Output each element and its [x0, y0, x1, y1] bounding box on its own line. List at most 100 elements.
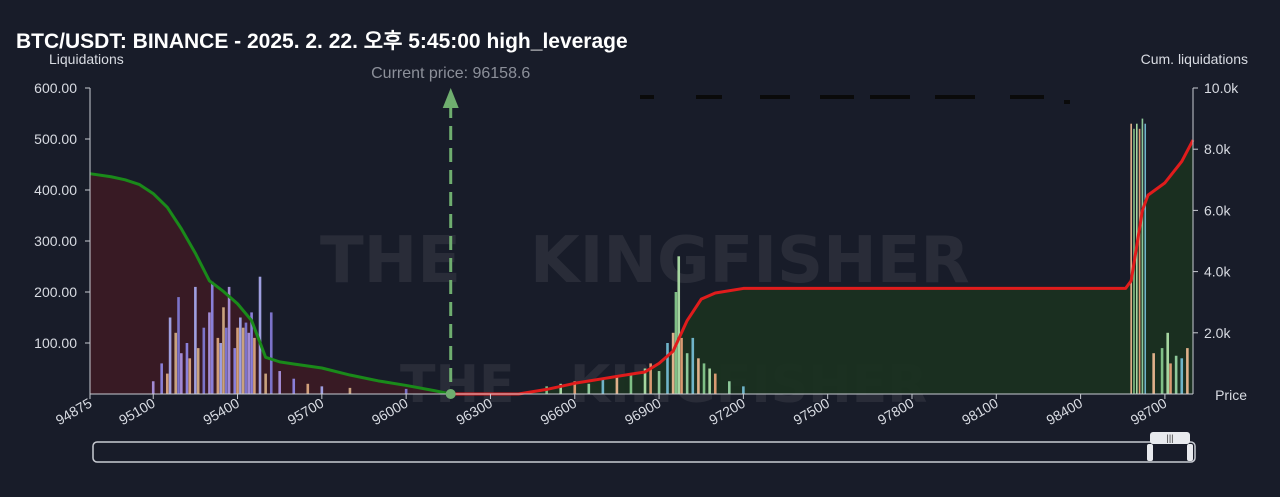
- liquidation-bar: [728, 381, 731, 394]
- y-right-tick-label: 10.0k: [1204, 80, 1239, 96]
- liquidation-bar: [559, 383, 563, 394]
- liquidation-bar: [666, 343, 669, 394]
- liquidation-bar: [680, 337, 683, 394]
- liquidation-bar: [708, 368, 711, 394]
- y-left-tick-label: 300.00: [34, 233, 77, 249]
- liquidation-bar: [404, 388, 408, 394]
- top-decoration: [640, 95, 1070, 104]
- x-tick-label: 95400: [200, 395, 242, 428]
- liquidation-bar: [258, 276, 262, 394]
- chart-title: BTC/USDT: BINANCE - 2025. 2. 22. 오후 5:45…: [16, 29, 628, 53]
- liquidation-bar: [196, 348, 200, 394]
- liquidation-bar: [685, 353, 689, 394]
- current-price-dot: [445, 389, 456, 399]
- x-tick-label: 96600: [538, 395, 580, 428]
- liquidation-bar: [253, 337, 256, 394]
- y-right-tick-label: 2.0k: [1204, 325, 1231, 341]
- y-left-tick-label: 100.00: [34, 335, 77, 351]
- y-right-axis-title: Cum. liquidations: [1141, 51, 1248, 67]
- liquidation-bar: [677, 256, 681, 394]
- short-cum-line: [89, 172, 451, 396]
- x-tick-label: 98100: [959, 395, 1001, 428]
- liquidation-bar: [697, 358, 700, 394]
- liquidation-bar: [241, 327, 245, 394]
- liquidation-bar: [1138, 128, 1141, 395]
- liquidation-bar: [264, 373, 267, 394]
- y-right-tick-label: 6.0k: [1204, 202, 1231, 218]
- liquidation-bar: [1186, 348, 1189, 394]
- liquidation-bar: [168, 317, 172, 394]
- liquidation-bar: [216, 337, 220, 394]
- liquidation-bar: [629, 373, 633, 394]
- scrollbar-track[interactable]: [92, 441, 1196, 463]
- liquidation-bar: [1160, 348, 1164, 394]
- liquidation-bar: [306, 383, 310, 394]
- y-left-tick-label: 600.00: [34, 80, 77, 96]
- y-right-tick-label: 4.0k: [1204, 264, 1231, 280]
- current-price-marker: Current price: 96158.6: [371, 65, 530, 399]
- liquidation-bar: [222, 307, 225, 394]
- range-scrollbar[interactable]: |||: [92, 432, 1196, 463]
- liquidation-bar: [587, 383, 591, 394]
- watermark-text-top-2: KINGFISHER: [530, 224, 970, 298]
- liquidation-bar: [160, 363, 163, 394]
- x-tick-label: 98700: [1128, 395, 1170, 428]
- liquidation-bar: [671, 332, 675, 394]
- liquidation-bar: [174, 332, 178, 394]
- liquidation-bar: [1166, 332, 1170, 394]
- long-cum-area: [450, 140, 1194, 394]
- liquidation-bar: [573, 381, 577, 394]
- liquidation-bar: [1169, 363, 1172, 394]
- x-tick-label: 96000: [369, 395, 411, 428]
- watermark-text-bottom: THE: [400, 355, 515, 415]
- scrollbar-grip[interactable]: [1150, 432, 1190, 444]
- scrollbar-grip-icon: |||: [1166, 433, 1173, 443]
- liquidation-bar: [649, 363, 652, 394]
- liquidation-bar: [269, 312, 273, 394]
- y-left-tick-label: 400.00: [34, 182, 77, 198]
- liquidation-bar: [713, 373, 717, 394]
- scrollbar-left-handle[interactable]: [1147, 444, 1153, 461]
- liquidation-bar: [194, 286, 197, 394]
- liquidation-bar: [185, 343, 189, 394]
- liquidation-bar: [244, 322, 248, 394]
- liquidation-bar: [202, 327, 206, 394]
- liquidation-bar: [247, 332, 251, 394]
- liquidation-bar: [239, 317, 242, 394]
- scrollbar-right-handle[interactable]: [1187, 444, 1193, 461]
- y-left-tick-label: 200.00: [34, 284, 77, 300]
- liquidation-bar: [250, 312, 253, 394]
- liquidation-bar: [219, 343, 222, 394]
- liquidation-bar: [177, 297, 180, 394]
- current-price-arrow-icon: [442, 88, 459, 108]
- liquidation-bar: [233, 348, 237, 394]
- x-tick-label: 94875: [53, 395, 95, 428]
- liquidation-bar: [1152, 353, 1155, 394]
- liquidation-bar: [702, 363, 706, 394]
- liquidation-bar: [151, 381, 155, 394]
- x-tick-label: 98400: [1043, 395, 1085, 428]
- liquidation-bar: [615, 376, 619, 394]
- liquidation-bar: [180, 353, 183, 394]
- current-price-label: Current price: 96158.6: [371, 65, 530, 82]
- liquidation-bar: [210, 281, 214, 394]
- liquidation-bar: [742, 386, 745, 394]
- y-left-tick-label: 500.00: [34, 131, 77, 147]
- liquidation-bar: [236, 327, 239, 394]
- liquidation-bar: [1174, 355, 1178, 394]
- liquidation-bar: [1144, 123, 1147, 394]
- x-tick-label: 95100: [116, 395, 158, 428]
- long-cum-line: [450, 139, 1195, 396]
- x-axis-title: Price: [1215, 387, 1247, 403]
- y-right-tick-label: 8.0k: [1204, 141, 1231, 157]
- liquidation-bar: [224, 327, 228, 394]
- liquidation-bar: [1141, 118, 1144, 394]
- liquidation-bar: [292, 378, 296, 394]
- liquidation-bar: [657, 371, 661, 394]
- y-left-axis-title: Liquidations: [49, 51, 124, 67]
- liquidation-bar: [1130, 123, 1132, 394]
- liquidation-bar: [643, 368, 647, 394]
- liquidation-bar: [601, 378, 605, 394]
- liquidation-bar: [1180, 358, 1184, 394]
